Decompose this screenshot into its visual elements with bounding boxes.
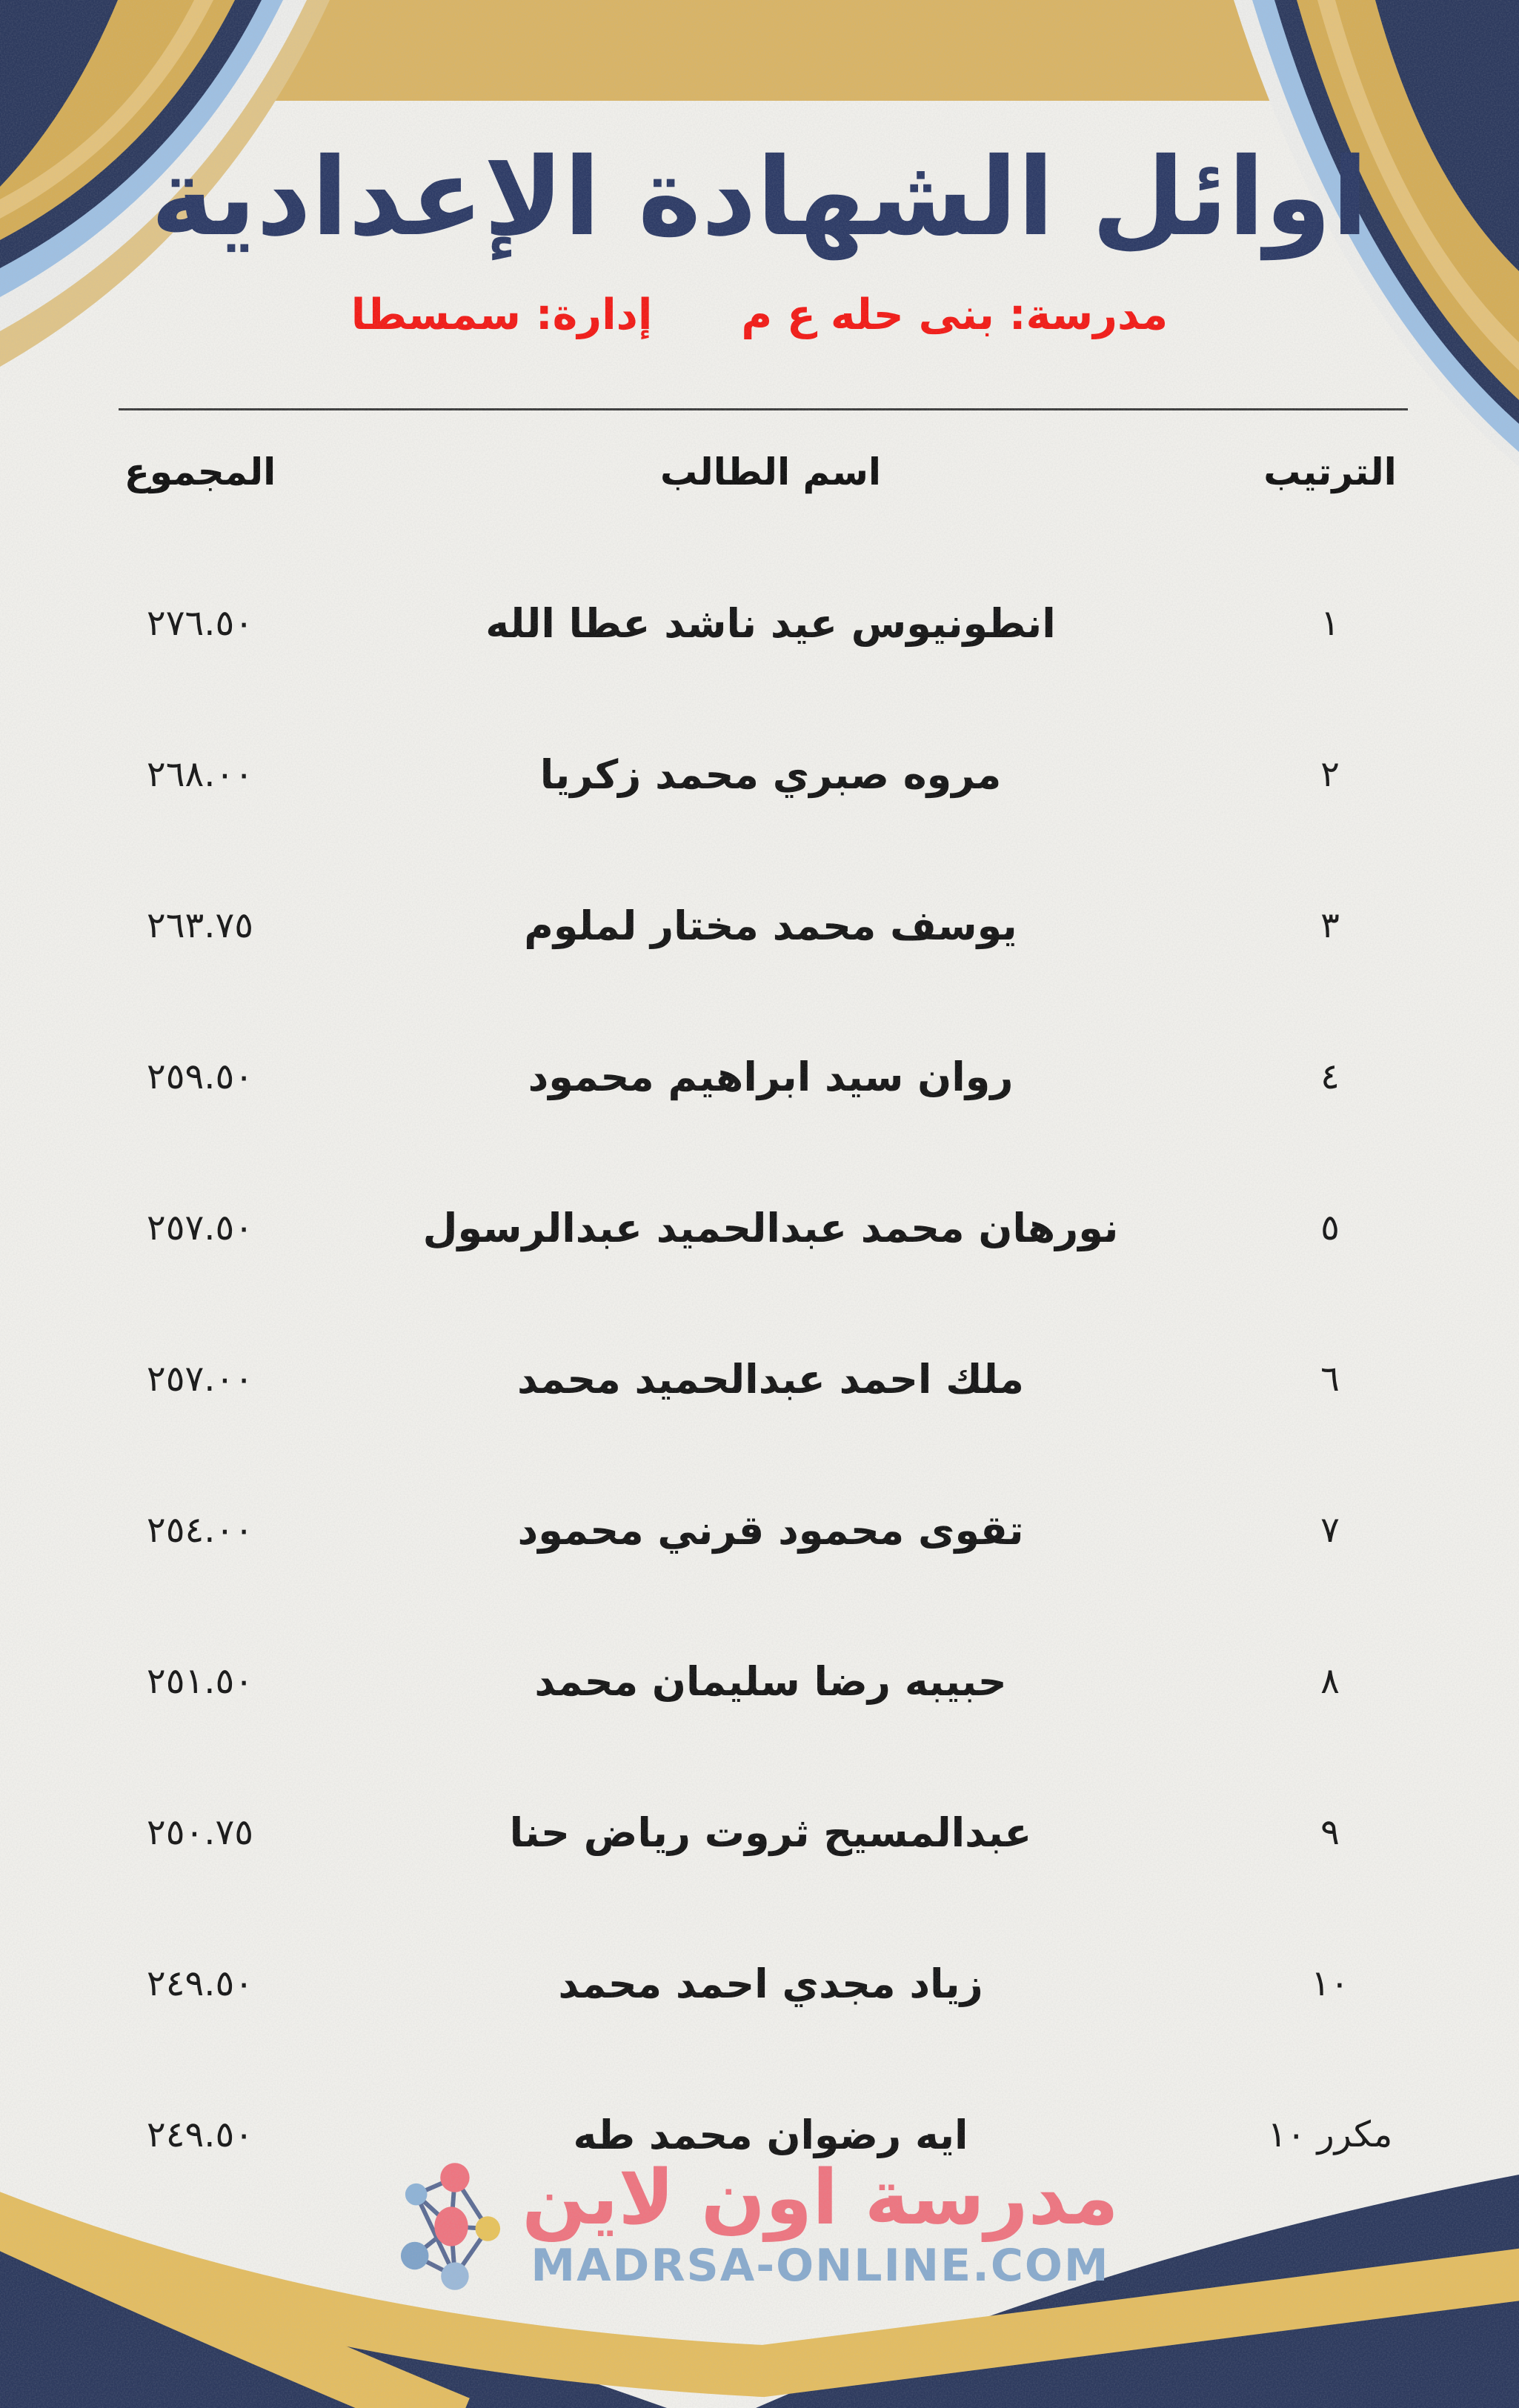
total-cell: ٢٥٧.٥٠ — [146, 1207, 254, 1248]
node-blue-lower-left — [401, 2241, 429, 2270]
rank-cell: ٨ — [1320, 1660, 1340, 1702]
total-cell: ٢٤٩.٥٠ — [146, 1963, 254, 2004]
network-graph-icon — [401, 2163, 501, 2290]
rank-cell: مكرر ١٠ — [1267, 2114, 1393, 2155]
results-table: الترتيب اسم الطالب المجموع ١ انطونيوس عي… — [0, 396, 1519, 2210]
student-name-cell: انطونيوس عيد ناشد عطا الله — [485, 599, 1056, 647]
student-name-cell: ملك احمد عبدالحميد محمد — [517, 1355, 1024, 1403]
table-row: ١ انطونيوس عيد ناشد عطا الله ٢٧٦.٥٠ — [59, 548, 1460, 699]
student-name-cell: يوسف محمد مختار لملوم — [524, 902, 1017, 949]
student-name-cell: زياد مجدي احمد محمد — [558, 1960, 983, 2007]
table-row: ٥ نورهان محمد عبدالحميد عبدالرسول ٢٥٧.٥٠ — [59, 1152, 1460, 1303]
table-row: ١٠ زياد مجدي احمد محمد ٢٤٩.٥٠ — [59, 1908, 1460, 2059]
table-body: ١ انطونيوس عيد ناشد عطا الله ٢٧٦.٥٠ ٢ مر… — [59, 548, 1460, 2210]
table-header-row: الترتيب اسم الطالب المجموع — [59, 396, 1460, 548]
rank-cell: ١٠ — [1311, 1963, 1349, 2004]
rank-cell: ٦ — [1320, 1358, 1340, 1400]
administration-name: إدارة: سمسطا — [350, 290, 653, 339]
total-cell: ٢٧٦.٥٠ — [146, 602, 254, 644]
total-cell: ٢٥٤.٠٠ — [146, 1509, 254, 1551]
rank-cell: ٤ — [1320, 1056, 1340, 1097]
school-info-line: مدرسة: بنى حله ع م إدارة: سمسطا — [0, 290, 1519, 339]
madrsa-online-logo: مدرسة اون لاين MADRSA-ONLINE.COM — [0, 2155, 1519, 2303]
logo-domain: MADRSA-ONLINE.COM — [531, 2240, 1110, 2292]
student-name-cell: تقوى محمود قرني محمود — [517, 1506, 1024, 1554]
total-cell: ٢٦٨.٠٠ — [146, 754, 254, 795]
student-name-header: اسم الطالب — [659, 450, 882, 493]
logo-text: مدرسة اون لاين MADRSA-ONLINE.COM — [522, 2154, 1119, 2292]
rank-header: الترتيب — [1263, 450, 1397, 493]
node-yellow-right — [475, 2216, 501, 2241]
total-cell: ٢٥٩.٥٠ — [146, 1056, 254, 1097]
total-cell: ٢٤٩.٥٠ — [146, 2114, 254, 2155]
table-row: ٦ ملك احمد عبدالحميد محمد ٢٥٧.٠٠ — [59, 1303, 1460, 1454]
rank-cell: ٥ — [1320, 1207, 1340, 1248]
node-pink-top — [440, 2163, 470, 2192]
rank-cell: ٢ — [1320, 754, 1340, 795]
student-name-cell: حبيبه رضا سليمان محمد — [534, 1657, 1007, 1705]
school-name: مدرسة: بنى حله ع م — [741, 290, 1169, 339]
total-header: المجموع — [124, 450, 276, 493]
rank-cell: ٣ — [1320, 905, 1340, 946]
total-cell: ٢٥٧.٠٠ — [146, 1358, 254, 1400]
table-row: ٢ مروه صبري محمد زكريا ٢٦٨.٠٠ — [59, 699, 1460, 850]
table-row: ٨ حبيبه رضا سليمان محمد ٢٥١.٥٠ — [59, 1606, 1460, 1757]
table-row: ٤ روان سيد ابراهيم محمود ٢٥٩.٥٠ — [59, 1001, 1460, 1152]
node-blue-upper-left — [405, 2183, 428, 2206]
page-title: اوائل الشهادة الإعدادية — [150, 135, 1369, 260]
total-cell: ٢٥١.٥٠ — [146, 1660, 254, 1702]
rank-cell: ٧ — [1320, 1509, 1340, 1551]
rank-cell: ٩ — [1320, 1812, 1340, 1853]
logo-arabic-name: مدرسة اون لاين — [522, 2154, 1119, 2242]
table-row: ٧ تقوى محمود قرني محمود ٢٥٤.٠٠ — [59, 1454, 1460, 1606]
total-cell: ٢٦٣.٧٥ — [146, 905, 254, 946]
table-row: ٩ عبدالمسيح ثروت رياض حنا ٢٥٠.٧٥ — [59, 1757, 1460, 1908]
student-name-cell: عبدالمسيح ثروت رياض حنا — [509, 1809, 1032, 1856]
node-pink-center — [434, 2206, 468, 2246]
student-name-cell: نورهان محمد عبدالحميد عبدالرسول — [422, 1204, 1119, 1251]
student-name-cell: روان سيد ابراهيم محمود — [528, 1053, 1014, 1100]
table-row: ٣ يوسف محمد مختار لملوم ٢٦٣.٧٥ — [59, 850, 1460, 1001]
rank-cell: ١ — [1320, 602, 1340, 644]
student-name-cell: مروه صبري محمد زكريا — [539, 751, 1002, 798]
total-cell: ٢٥٠.٧٥ — [146, 1812, 254, 1853]
node-blue-bottom — [441, 2262, 469, 2290]
student-name-cell: ايه رضوان محمد طه — [573, 2111, 968, 2158]
